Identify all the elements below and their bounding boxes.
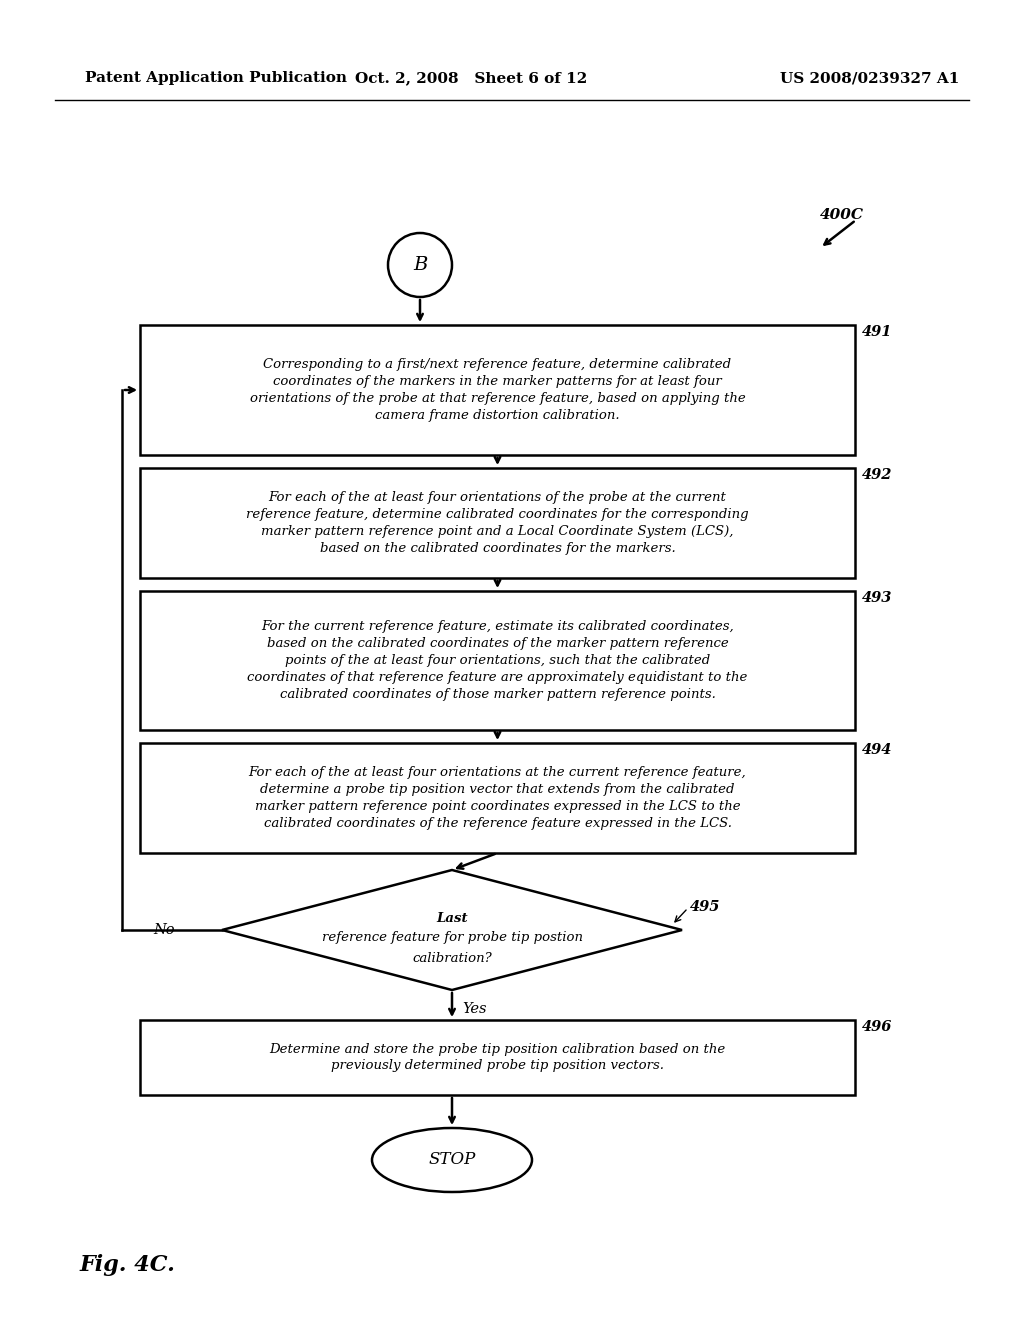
Text: 496: 496 — [862, 1020, 892, 1034]
Text: Determine and store the probe tip position calibration based on the
previously d: Determine and store the probe tip positi… — [269, 1043, 726, 1072]
Text: For each of the at least four orientations of the probe at the current
reference: For each of the at least four orientatio… — [246, 491, 749, 554]
Text: B: B — [413, 256, 427, 275]
Text: Patent Application Publication: Patent Application Publication — [85, 71, 347, 84]
Text: reference feature for probe tip postion: reference feature for probe tip postion — [322, 932, 583, 945]
Text: STOP: STOP — [428, 1151, 475, 1168]
Text: Last: Last — [436, 912, 468, 924]
Text: US 2008/0239327 A1: US 2008/0239327 A1 — [779, 71, 959, 84]
Text: 491: 491 — [862, 325, 892, 339]
Text: Fig. 4C.: Fig. 4C. — [80, 1254, 176, 1276]
Bar — [140, 591, 855, 730]
Text: 494: 494 — [862, 743, 892, 756]
Bar — [140, 325, 855, 455]
Text: 495: 495 — [690, 900, 720, 913]
Text: 400C: 400C — [820, 209, 864, 222]
Bar — [140, 1020, 855, 1096]
Bar — [140, 743, 855, 853]
Text: For the current reference feature, estimate its calibrated coordinates,
based on: For the current reference feature, estim… — [248, 620, 748, 701]
Text: Yes: Yes — [462, 1002, 486, 1016]
Text: No: No — [154, 923, 175, 937]
Text: For each of the at least four orientations at the current reference feature,
det: For each of the at least four orientatio… — [249, 766, 746, 830]
Text: Corresponding to a first/next reference feature, determine calibrated
coordinate: Corresponding to a first/next reference … — [250, 358, 745, 422]
Text: 493: 493 — [862, 591, 892, 605]
Text: 492: 492 — [862, 469, 892, 482]
Text: calibration?: calibration? — [412, 952, 492, 965]
Bar — [140, 469, 855, 578]
Text: Oct. 2, 2008   Sheet 6 of 12: Oct. 2, 2008 Sheet 6 of 12 — [355, 71, 587, 84]
